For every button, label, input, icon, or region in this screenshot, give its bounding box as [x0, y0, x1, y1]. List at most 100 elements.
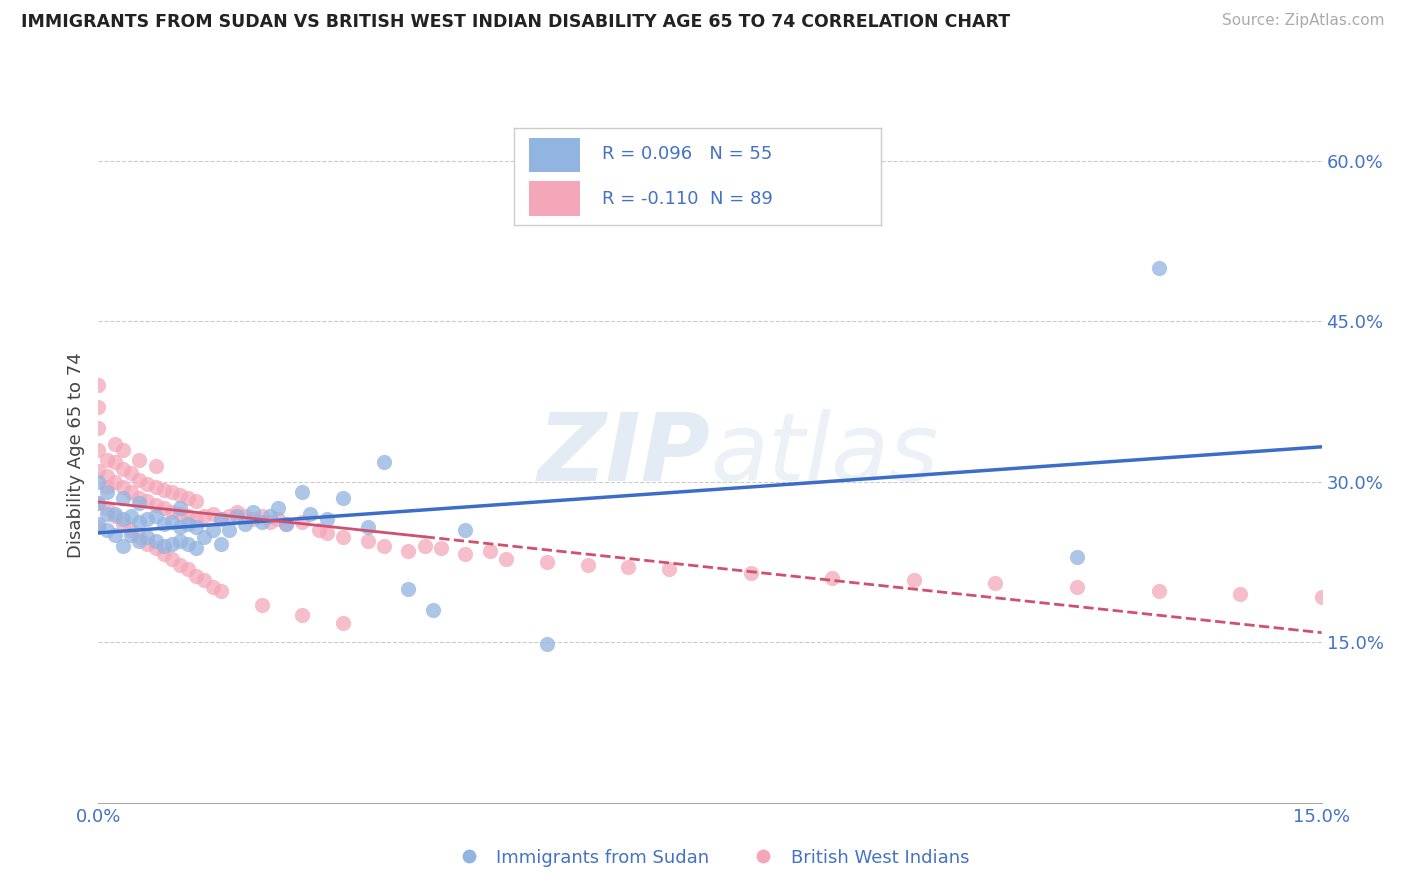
Point	[152, 548, 174, 562]
Point	[87, 400, 110, 414]
Point	[1310, 591, 1333, 605]
Point	[267, 512, 290, 526]
Point	[120, 508, 142, 523]
Point	[111, 442, 134, 457]
Point	[87, 421, 110, 435]
Point	[96, 469, 118, 483]
Point	[145, 498, 167, 512]
Point	[136, 494, 159, 508]
Point	[267, 501, 290, 516]
Point	[291, 608, 314, 623]
Point	[152, 517, 174, 532]
Point	[152, 539, 174, 553]
Point	[87, 464, 110, 478]
Point	[160, 516, 183, 530]
Point	[209, 512, 232, 526]
Point	[209, 537, 232, 551]
Point	[111, 480, 134, 494]
Point	[128, 491, 150, 505]
Point	[87, 442, 110, 457]
Point	[177, 517, 200, 532]
Point	[1147, 583, 1170, 598]
Point	[332, 491, 354, 505]
Point	[111, 491, 134, 505]
Point	[104, 528, 127, 542]
Point	[96, 501, 118, 516]
Point	[169, 507, 191, 521]
Point	[169, 519, 191, 533]
Point	[617, 560, 640, 574]
Point	[233, 517, 256, 532]
Text: R = -0.110  N = 89: R = -0.110 N = 89	[602, 190, 773, 208]
Bar	[529, 181, 581, 216]
Point	[903, 573, 925, 587]
Point	[430, 541, 453, 555]
Point	[1066, 580, 1088, 594]
Point	[201, 523, 224, 537]
Point	[120, 466, 142, 480]
Point	[169, 558, 191, 573]
Point	[209, 583, 232, 598]
Point	[87, 517, 110, 532]
Point	[308, 523, 330, 537]
Point	[87, 519, 110, 533]
Point	[104, 507, 127, 521]
Point	[87, 496, 110, 510]
Point	[413, 539, 436, 553]
Point	[259, 516, 281, 530]
Point	[356, 519, 378, 533]
Point	[193, 508, 215, 523]
Point	[87, 475, 110, 489]
Point	[128, 496, 150, 510]
Point	[128, 516, 150, 530]
Point	[250, 508, 273, 523]
Point	[169, 487, 191, 501]
Point	[250, 598, 273, 612]
Point	[145, 458, 167, 473]
Point	[145, 533, 167, 548]
Point	[186, 494, 208, 508]
Point	[1229, 587, 1251, 601]
Point	[259, 508, 281, 523]
Point	[186, 519, 208, 533]
Point	[209, 512, 232, 526]
Point	[169, 501, 191, 516]
Point	[536, 637, 558, 651]
Point	[495, 551, 517, 566]
Y-axis label: Disability Age 65 to 74: Disability Age 65 to 74	[66, 352, 84, 558]
Point	[315, 512, 337, 526]
Point	[128, 453, 150, 467]
Point	[169, 533, 191, 548]
Point	[111, 517, 134, 532]
Text: IMMIGRANTS FROM SUDAN VS BRITISH WEST INDIAN DISABILITY AGE 65 TO 74 CORRELATION: IMMIGRANTS FROM SUDAN VS BRITISH WEST IN…	[21, 13, 1011, 31]
Point	[111, 539, 134, 553]
Point	[218, 523, 240, 537]
Point	[104, 437, 127, 451]
Point	[87, 496, 110, 510]
Point	[145, 508, 167, 523]
Point	[96, 523, 118, 537]
Point	[120, 528, 142, 542]
Point	[136, 530, 159, 544]
Point	[96, 485, 118, 500]
Point	[299, 507, 322, 521]
Point	[226, 508, 249, 523]
Point	[111, 512, 134, 526]
Point	[576, 558, 599, 573]
Point	[291, 485, 314, 500]
Point	[136, 537, 159, 551]
Point	[242, 512, 264, 526]
Point	[396, 582, 419, 596]
Point	[250, 516, 273, 530]
Point	[201, 507, 224, 521]
Point	[422, 603, 444, 617]
Point	[120, 485, 142, 500]
Point	[218, 508, 240, 523]
Point	[120, 523, 142, 537]
Point	[128, 533, 150, 548]
Text: atlas: atlas	[710, 409, 938, 500]
Point	[186, 541, 208, 555]
Point	[186, 569, 208, 583]
Text: Source: ZipAtlas.com: Source: ZipAtlas.com	[1222, 13, 1385, 29]
Point	[96, 480, 118, 494]
